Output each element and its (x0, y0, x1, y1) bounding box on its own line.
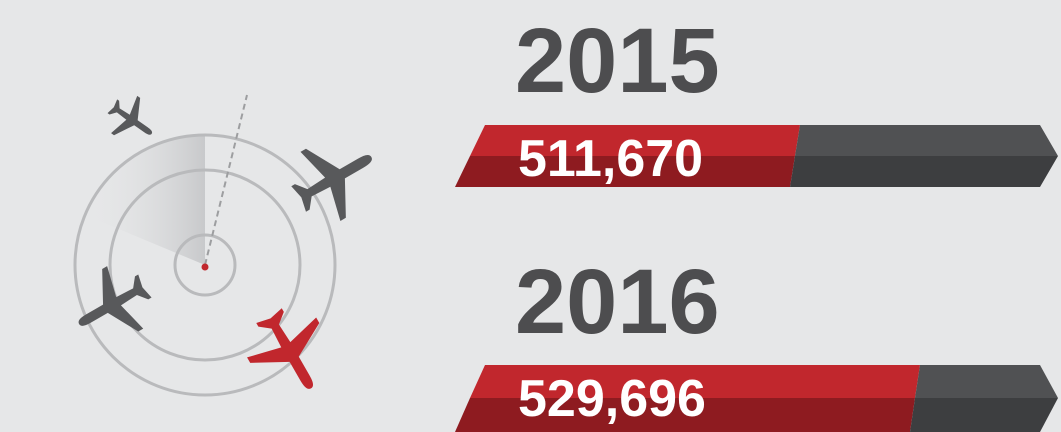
infographic: 2015 511,670 2016 529,696 (0, 0, 1061, 432)
bar-track (790, 156, 1058, 187)
bar-track (915, 365, 1058, 398)
radar-beam (205, 95, 247, 265)
year-label: 2016 (515, 251, 720, 353)
value-label: 529,696 (518, 370, 706, 428)
bar-track (795, 125, 1058, 156)
bar-track (910, 398, 1058, 432)
radar-center (202, 264, 209, 271)
plane-icon (99, 88, 164, 153)
plane-icon (234, 296, 345, 409)
year-block: 2015 511,670 (455, 10, 1058, 188)
radar (61, 88, 391, 409)
value-label: 511,670 (518, 130, 703, 188)
plane-icon (279, 122, 392, 233)
year-block: 2016 529,696 (455, 251, 1058, 432)
year-label: 2015 (515, 10, 720, 112)
radar-sweep (85, 135, 205, 265)
